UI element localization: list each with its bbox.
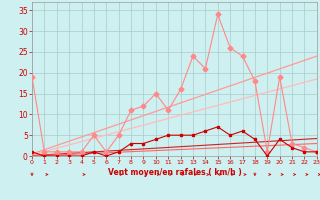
X-axis label: Vent moyen/en rafales ( km/h ): Vent moyen/en rafales ( km/h ) [108, 168, 241, 177]
